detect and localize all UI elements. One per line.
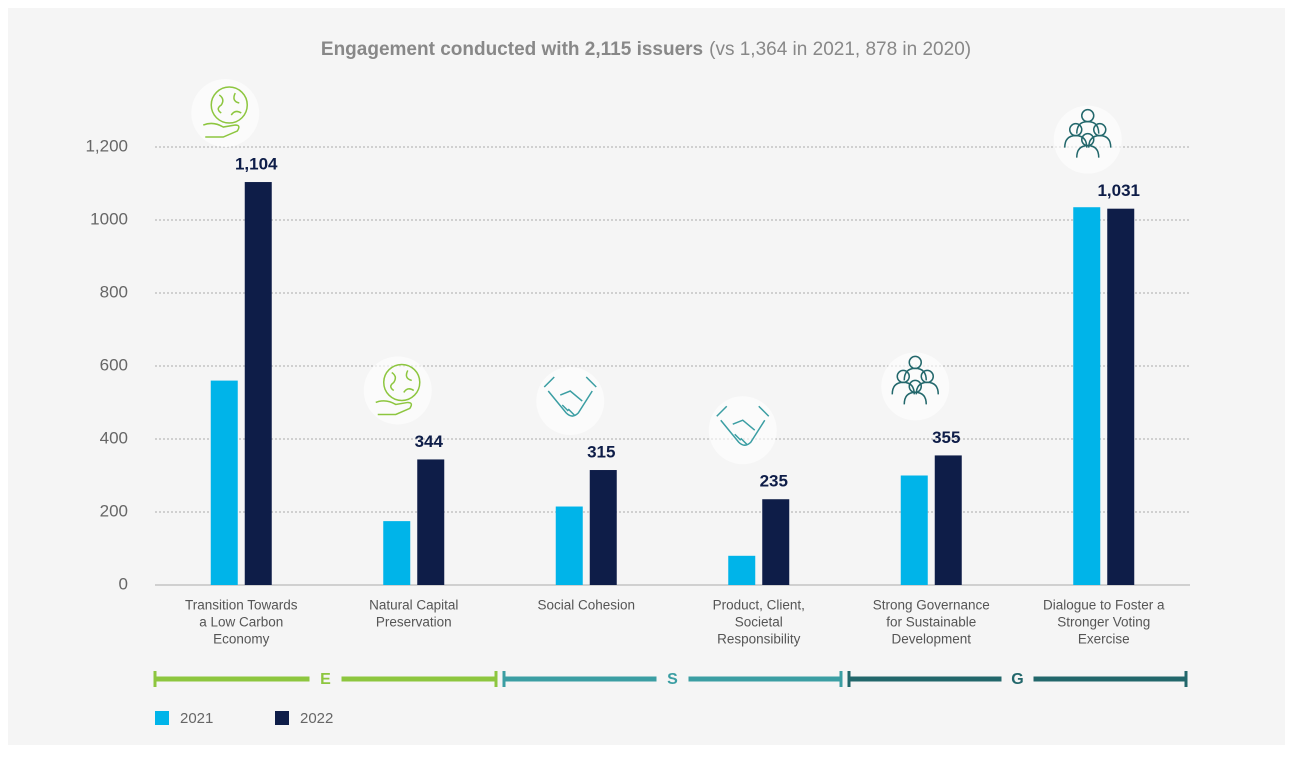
icon [881,352,950,421]
body [915,381,939,395]
body [903,367,927,381]
x-tick-label: Societal [735,615,783,630]
legend-swatch [155,711,169,725]
value-label: 355 [932,428,960,447]
x-tick-label: Dialogue to Foster a [1043,598,1165,613]
x-tick-label: a Low Carbon [199,615,283,630]
value-label: 235 [760,472,788,491]
icon [363,356,432,425]
icon-bg [363,356,432,425]
x-tick-label: Stronger Voting [1057,615,1150,630]
handshake [716,405,770,446]
globe [210,86,248,124]
chart-subtitle: (vs 1,364 in 2021, 878 in 2020) [709,39,971,60]
icon [1053,105,1122,174]
body [1076,144,1100,158]
bar [1107,208,1135,585]
value-label: 315 [587,443,615,462]
icon [536,367,605,436]
chart-title-group: Engagement conducted with 2,115 issuers (… [321,39,971,60]
body [1088,134,1112,148]
body [891,381,915,395]
legend-label: 2022 [300,710,333,727]
x-tick-label: Responsibility [717,632,801,647]
icon [191,79,260,148]
legend-swatch [275,711,289,725]
group-label: G [1011,671,1023,688]
x-tick-label: Social Cohesion [537,598,635,613]
icon-bg [881,352,950,421]
group-label: E [320,671,331,688]
bar [900,475,928,585]
bar [383,521,411,585]
bar [555,506,583,585]
y-tick-label: 1,200 [85,136,128,155]
globe-land [217,92,242,116]
icon-bg [708,396,777,465]
x-tick-label: Exercise [1078,632,1130,647]
body [1064,134,1088,148]
x-tick-label: Strong Governance [873,598,990,613]
globe [383,363,421,402]
x-tick-label: Economy [213,632,270,647]
bar [762,499,790,585]
globe-land [390,370,415,393]
icon-bg [1053,105,1122,174]
bar [210,380,238,585]
body [903,391,927,405]
bar [728,555,756,585]
value-label: 1,104 [235,155,278,174]
chart-title: Engagement conducted with 2,115 issuers [321,39,703,60]
y-tick-label: 200 [100,501,128,520]
x-tick-label: Transition Towards [185,598,298,613]
value-label: 1,031 [1097,181,1140,200]
x-tick-label: Product, Client, [713,598,805,613]
bar [417,459,445,585]
legend-label: 2021 [180,710,213,727]
group-label: S [667,671,678,688]
y-tick-label: 400 [100,428,128,447]
bar [1073,207,1101,585]
handshake [543,376,597,417]
y-tick-label: 600 [100,355,128,374]
bar [589,470,617,585]
x-tick-label: Natural Capital [369,598,458,613]
bar [244,182,272,586]
x-tick-label: Development [891,632,971,647]
hand [202,122,240,138]
icon-bg [191,79,260,148]
hand [375,400,413,416]
body [1076,120,1100,134]
x-tick-label: Preservation [376,615,452,630]
icon [708,396,777,465]
y-tick-label: 0 [119,574,128,593]
icon-bg [536,367,605,436]
y-tick-label: 1000 [90,209,128,228]
bar [934,455,962,585]
x-tick-label: for Sustainable [886,615,976,630]
y-tick-label: 800 [100,282,128,301]
value-label: 344 [415,432,444,451]
